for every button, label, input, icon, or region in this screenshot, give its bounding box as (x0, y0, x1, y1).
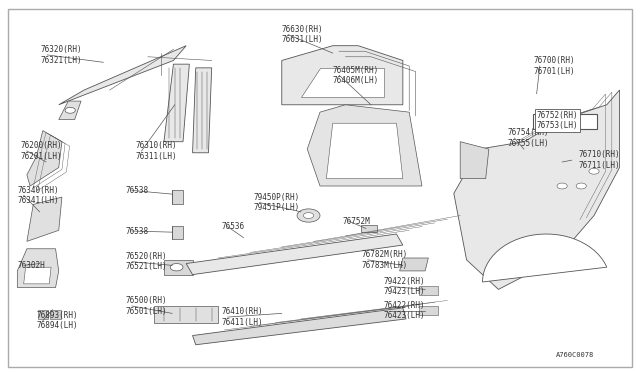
Text: 79422(RH)
79423(LH): 79422(RH) 79423(LH) (384, 277, 426, 296)
Text: 76405M(RH)
76406M(LH): 76405M(RH) 76406M(LH) (333, 65, 379, 85)
Text: 76700(RH)
76701(LH): 76700(RH) 76701(LH) (534, 56, 575, 76)
Text: 76500(RH)
76501(LH): 76500(RH) 76501(LH) (125, 296, 167, 316)
Circle shape (589, 168, 599, 174)
Text: 76310(RH)
76311(LH): 76310(RH) 76311(LH) (135, 141, 177, 161)
Text: 76422(RH)
76423(LH): 76422(RH) 76423(LH) (384, 301, 426, 321)
Circle shape (303, 212, 314, 218)
Text: 76752M: 76752M (342, 217, 370, 225)
Polygon shape (460, 142, 489, 179)
Polygon shape (154, 306, 218, 323)
Polygon shape (454, 90, 620, 289)
Text: 76538: 76538 (125, 227, 148, 235)
Text: 79450P(RH)
79451P(LH): 79450P(RH) 79451P(LH) (253, 193, 300, 212)
Polygon shape (17, 249, 59, 288)
Text: 76200(RH)
76201(LH): 76200(RH) 76201(LH) (20, 141, 62, 161)
Text: 76782M(RH)
76783M(LH): 76782M(RH) 76783M(LH) (362, 250, 408, 270)
Bar (419, 286, 438, 295)
Polygon shape (27, 131, 62, 186)
Text: 76302H: 76302H (17, 261, 45, 270)
Text: 76536: 76536 (221, 222, 244, 231)
Polygon shape (186, 234, 403, 275)
Text: 76752(RH)
76753(LH): 76752(RH) 76753(LH) (537, 111, 579, 130)
Polygon shape (172, 190, 183, 204)
Polygon shape (59, 46, 186, 105)
Polygon shape (301, 68, 384, 97)
Text: A760C0078: A760C0078 (556, 352, 594, 358)
Polygon shape (164, 64, 189, 142)
Polygon shape (172, 225, 183, 239)
Polygon shape (59, 101, 81, 119)
Text: 76320(RH)
76321(LH): 76320(RH) 76321(LH) (41, 45, 83, 65)
Circle shape (576, 183, 586, 189)
Bar (419, 306, 438, 315)
Polygon shape (27, 197, 62, 241)
Polygon shape (307, 105, 422, 186)
Bar (51, 310, 61, 319)
Polygon shape (193, 308, 406, 345)
Circle shape (297, 209, 320, 222)
Polygon shape (193, 68, 212, 153)
Text: 76754(RH)
76755(LH): 76754(RH) 76755(LH) (508, 128, 550, 148)
Circle shape (557, 183, 567, 189)
Polygon shape (24, 267, 51, 284)
Polygon shape (164, 260, 193, 275)
Circle shape (170, 263, 183, 271)
Text: 76410(RH)
76411(LH): 76410(RH) 76411(LH) (221, 307, 263, 327)
Text: 76340(RH)
76341(LH): 76340(RH) 76341(LH) (17, 186, 59, 205)
Text: 76520(RH)
76521(LH): 76520(RH) 76521(LH) (125, 252, 167, 272)
Bar (534, 114, 597, 129)
Circle shape (65, 108, 76, 113)
Bar (362, 225, 378, 232)
Text: 76710(RH)
76711(LH): 76710(RH) 76711(LH) (578, 150, 620, 170)
Text: 76893(RH)
76894(LH): 76893(RH) 76894(LH) (36, 311, 78, 330)
Text: 76630(RH)
76631(LH): 76630(RH) 76631(LH) (282, 25, 323, 44)
Bar (38, 310, 48, 319)
Polygon shape (326, 123, 403, 179)
Text: 76538: 76538 (125, 186, 148, 195)
Polygon shape (399, 258, 428, 271)
Polygon shape (282, 46, 403, 105)
Polygon shape (483, 234, 607, 282)
